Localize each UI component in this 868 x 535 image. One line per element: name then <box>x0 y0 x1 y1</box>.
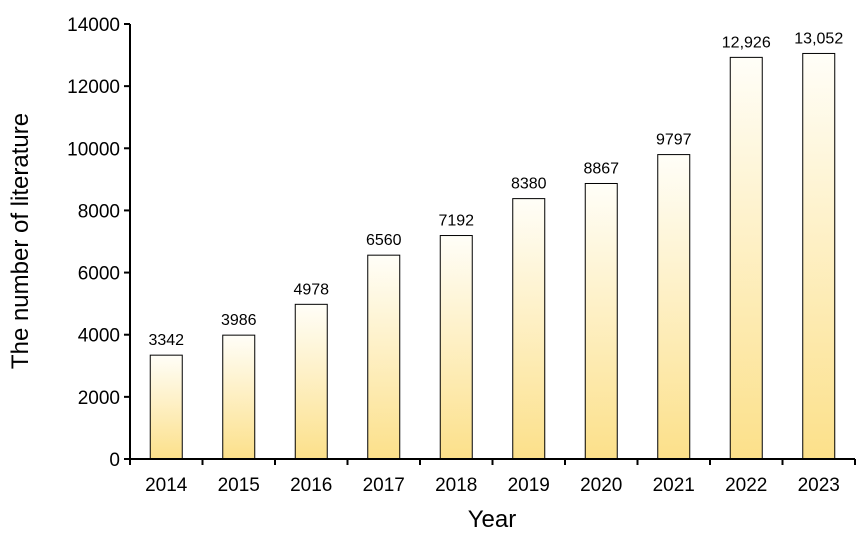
data-label-2017: 6560 <box>366 232 402 249</box>
y-axis-title: The number of literature <box>7 113 34 369</box>
x-tick-label-2015: 2015 <box>218 475 260 496</box>
bar-2018 <box>439 235 473 460</box>
y-tick-label: 12000 <box>67 77 120 98</box>
y-tick-label: 0 <box>109 450 120 471</box>
data-label-2016: 4978 <box>293 281 329 298</box>
y-tick-label: 4000 <box>78 326 120 347</box>
data-label-2019: 8380 <box>511 176 547 193</box>
x-tick-label-2020: 2020 <box>580 475 622 496</box>
bar-2015 <box>222 334 256 460</box>
x-tick-label-2014: 2014 <box>145 475 188 496</box>
bar-2023 <box>802 52 836 460</box>
bar-2020 <box>584 182 618 460</box>
bar-2021 <box>657 154 691 460</box>
bar-2022 <box>729 56 763 460</box>
data-label-2023: 13,052 <box>794 30 843 47</box>
bar-2019 <box>512 198 546 460</box>
data-label-2014: 3342 <box>148 332 184 349</box>
x-tick-label-2019: 2019 <box>508 475 550 496</box>
data-labels-group: 3342 3986 4978 6560 7192 8380 8867 9797 12,926 13… <box>148 30 843 349</box>
y-tick-label: 14000 <box>67 15 120 36</box>
bar-2014 <box>149 354 183 460</box>
data-label-2015: 3986 <box>221 312 257 329</box>
y-tick-label: 8000 <box>78 201 120 222</box>
bars-group <box>149 52 836 460</box>
x-tick-label-2017: 2017 <box>363 475 405 496</box>
data-label-2022: 12,926 <box>722 34 771 51</box>
y-tick-label: 6000 <box>78 264 120 285</box>
axes-group: 2014 2015 2016 2017 2018 2019 2020 2021 2022 2023… <box>67 15 856 496</box>
bar-2017 <box>367 254 401 460</box>
data-label-2020: 8867 <box>583 160 619 177</box>
x-axis-title: Year <box>468 506 517 533</box>
x-tick-label-2022: 2022 <box>725 475 767 496</box>
y-tick-label: 2000 <box>78 388 120 409</box>
x-tick-label-2016: 2016 <box>290 475 332 496</box>
y-tick-label: 10000 <box>67 139 120 160</box>
bar-2016 <box>294 303 328 460</box>
x-tick-label-2018: 2018 <box>435 475 477 496</box>
x-tick-label-2021: 2021 <box>653 475 695 496</box>
data-label-2021: 9797 <box>656 132 692 149</box>
x-tick-label-2023: 2023 <box>798 475 840 496</box>
data-label-2018: 7192 <box>438 213 474 230</box>
